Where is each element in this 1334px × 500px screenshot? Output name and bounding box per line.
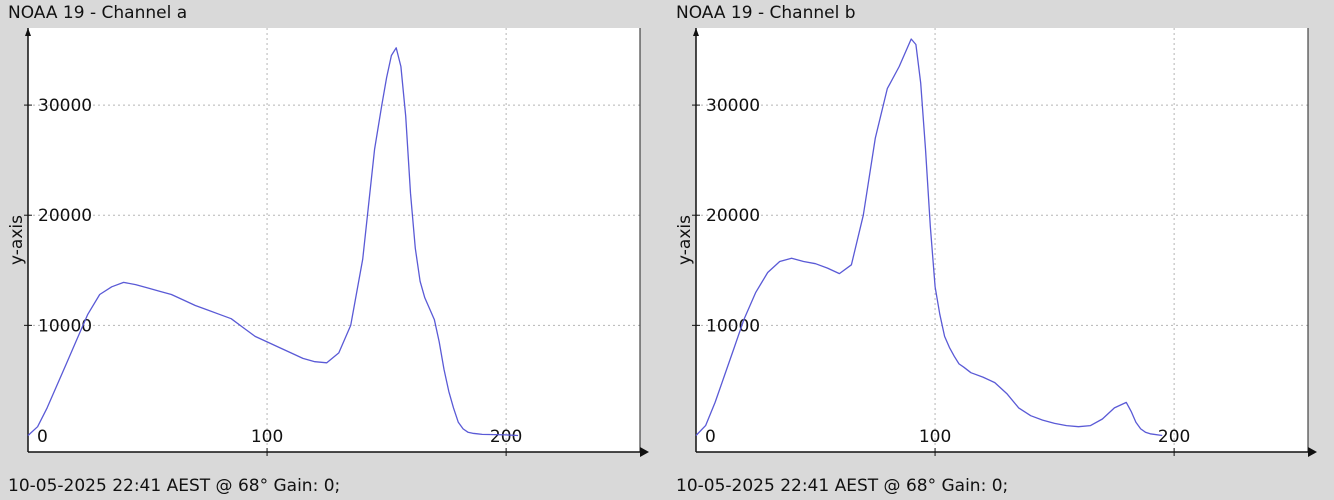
x-tick-label: 0 — [705, 427, 716, 447]
x-tick-label: 0 — [37, 427, 48, 447]
y-tick-label: 30000 — [38, 96, 92, 116]
y-tick-label: 20000 — [706, 206, 760, 226]
y-tick-label: 10000 — [38, 316, 92, 336]
chart-plot-area: 0 100 200 10000 20000 30000 y-axis — [675, 28, 1317, 457]
y-tick-label: 20000 — [38, 206, 92, 226]
x-axis-arrow — [1308, 447, 1317, 457]
x-tick-label: 200 — [1158, 427, 1190, 447]
x-tick-label: 200 — [490, 427, 522, 447]
y-tick-label: 10000 — [706, 316, 760, 336]
y-axis-arrow — [25, 28, 31, 36]
chart-footer-status: 10-05-2025 22:41 AEST @ 68° Gain: 0; — [676, 476, 1009, 496]
plot-background — [28, 28, 640, 452]
chart-panel-channel-b: NOAA 19 - Channel b 0 100 200 10000 20000 300… — [668, 0, 1328, 500]
chart-title: NOAA 19 - Channel a — [8, 3, 188, 23]
y-axis-title: y-axis — [675, 215, 695, 265]
x-tick-label: 100 — [251, 427, 283, 447]
series-line — [27, 47, 519, 437]
chart-panel-channel-a: NOAA 19 - Channel a 0 100 200 10000 20000 300… — [0, 0, 660, 500]
chart-plot-area: 0 100 200 10000 20000 30000 y-axis — [7, 28, 649, 457]
y-tick-label: 30000 — [706, 96, 760, 116]
chart-title: NOAA 19 - Channel b — [676, 3, 856, 23]
y-axis-title: y-axis — [7, 215, 27, 265]
x-tick-label: 100 — [919, 427, 951, 447]
y-axis-arrow — [693, 28, 699, 36]
x-axis-arrow — [640, 447, 649, 457]
series-line — [695, 38, 1163, 437]
chart-footer-status: 10-05-2025 22:41 AEST @ 68° Gain: 0; — [8, 476, 341, 496]
plot-background — [696, 28, 1308, 452]
